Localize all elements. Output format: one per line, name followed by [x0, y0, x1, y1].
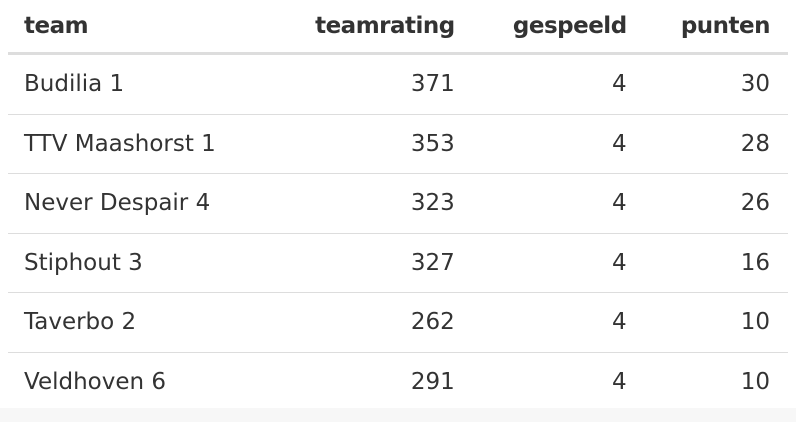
table-cell: Stiphout 3: [8, 233, 271, 293]
header-row: team teamrating gespeeld punten: [8, 0, 788, 55]
table-row: Stiphout 3 327 4 16: [8, 233, 788, 293]
table-cell: 353: [270, 114, 473, 174]
column-header: gespeeld: [472, 0, 645, 55]
column-header: punten: [644, 0, 788, 55]
table-cell: 10: [644, 292, 788, 353]
table-cell: Budilia 1: [8, 53, 271, 115]
standings-table: team teamrating gespeeld punten Budilia 1 37…: [8, 0, 788, 411]
table-cell: 323: [270, 173, 473, 234]
table-cell: 4: [472, 292, 645, 353]
table-cell: 291: [410, 368, 455, 395]
table-cell: 28: [644, 114, 788, 174]
table-cell: 4: [472, 53, 645, 115]
table-row: TTV Maashorst 1 353 4 28: [8, 114, 788, 174]
table-cell: Veldhoven 6: [24, 368, 167, 395]
table-cell: 16: [644, 233, 788, 293]
table-row: Veldhoven 6 291 4 10: [8, 352, 788, 411]
table-cell: 371: [270, 53, 473, 115]
column-header: team: [8, 0, 271, 55]
table-cell: 4: [472, 114, 645, 174]
table-row: Taverbo 2 262 4 10: [8, 292, 788, 353]
table-cell: 4: [472, 233, 645, 293]
table-cell: 4: [612, 368, 627, 395]
table-cell: TTV Maashorst 1: [8, 114, 271, 174]
table-cell: 10: [740, 368, 770, 395]
table-cell: 4: [472, 173, 645, 234]
table-cell: Taverbo 2: [8, 292, 271, 353]
table-cell: 262: [270, 292, 473, 353]
table-cell: 26: [644, 173, 788, 234]
table-container: team teamrating gespeeld punten Budilia 1 37…: [8, 0, 788, 411]
table-row: Never Despair 4 323 4 26: [8, 173, 788, 234]
table-cell: 30: [644, 53, 788, 115]
table-cell: Never Despair 4: [8, 173, 271, 234]
table-cell: 327: [270, 233, 473, 293]
table-row: Budilia 1 371 4 30: [8, 53, 788, 115]
column-header: teamrating: [270, 0, 473, 55]
